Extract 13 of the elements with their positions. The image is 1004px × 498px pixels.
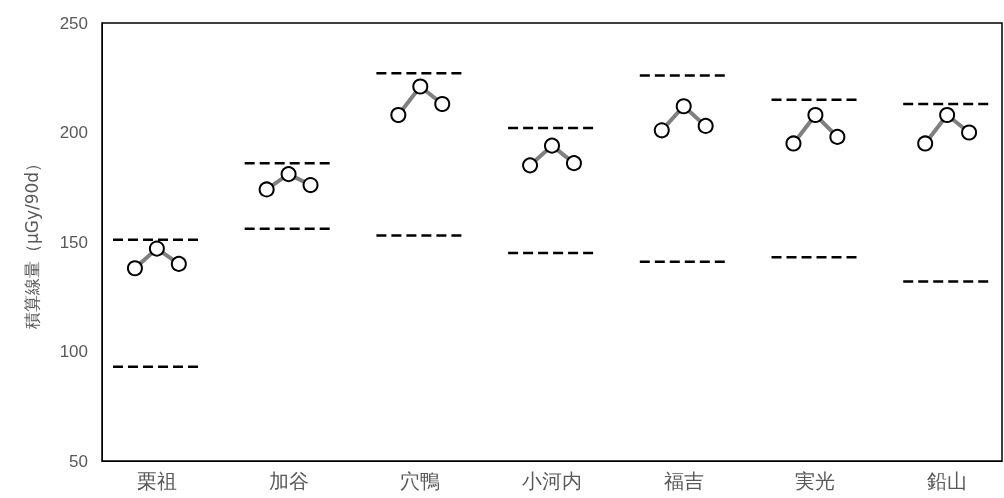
x-tick-label: 小河内	[522, 469, 582, 493]
y-tick-label: 150	[59, 232, 88, 252]
y-tick-label: 250	[59, 13, 88, 33]
y-tick-label: 200	[59, 123, 88, 142]
x-tick-label: 実光	[795, 469, 836, 493]
x-tick-label: 穴鴨	[400, 469, 441, 493]
y-tick-label: 100	[59, 342, 88, 361]
x-tick-label: 鉛山	[927, 469, 968, 493]
x-tick-label: 福吉	[663, 469, 704, 493]
x-tick-label: 加谷	[268, 469, 309, 493]
x-tick-label: 栗祖	[136, 469, 177, 493]
y-axis-title: 積算線量（μGy/90d）	[21, 154, 42, 330]
y-tick-label: 50	[69, 451, 88, 471]
